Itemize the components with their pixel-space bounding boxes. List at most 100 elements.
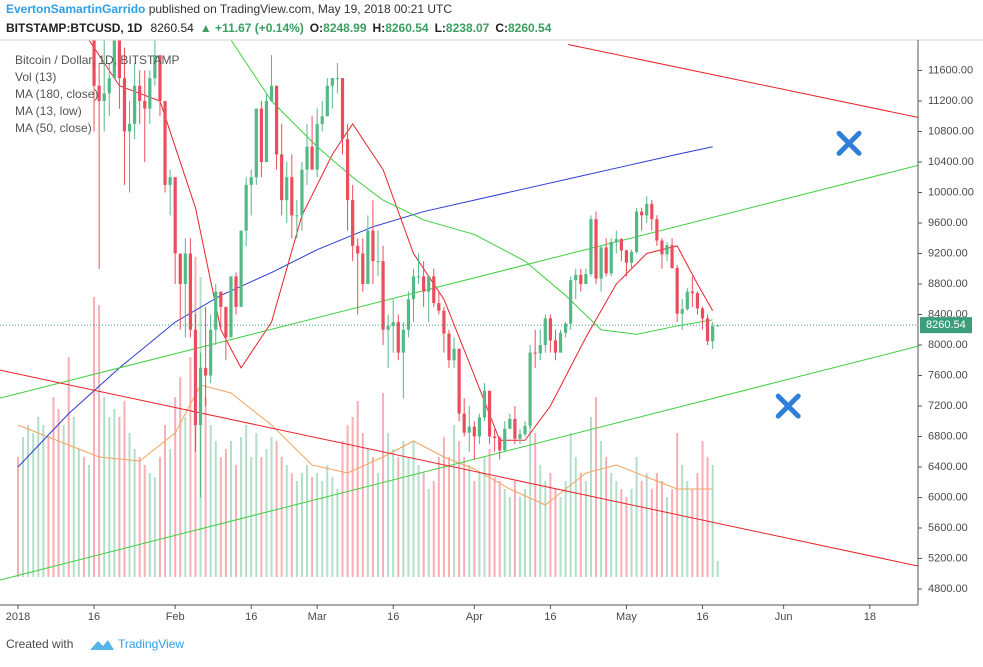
candle-body (660, 240, 664, 255)
candle-body (472, 426, 476, 437)
volume-bar (108, 417, 111, 577)
candle-body (133, 85, 137, 124)
volume-bar (660, 481, 663, 577)
volume-bar (103, 397, 106, 577)
volume-bar (544, 481, 547, 577)
volume-bar (473, 481, 476, 577)
x-tick-label: 16 (245, 611, 257, 623)
y-tick-label: 4800.00 (928, 583, 968, 595)
x-marker (836, 130, 862, 156)
candle-body (680, 309, 684, 314)
candle-body (285, 177, 289, 201)
candle-body (513, 418, 517, 439)
volume-bar (635, 457, 638, 577)
volume-bar (270, 437, 273, 577)
candle-body (634, 211, 639, 252)
volume-bar (118, 417, 121, 577)
candle-body (670, 245, 674, 268)
candle-body (92, 40, 96, 86)
y-tick-label: 5200.00 (928, 552, 968, 564)
volume-bar (336, 489, 339, 577)
candle-body (204, 367, 208, 376)
l-label: L: (435, 21, 446, 35)
candle-body (705, 318, 710, 342)
y-tick-label: 6000.00 (928, 491, 968, 503)
volume-bar (98, 305, 101, 577)
volume-bar (250, 457, 253, 577)
volume-bar (57, 409, 60, 577)
y-tick-label: 9600.00 (928, 217, 968, 229)
x-tick-label: Feb (166, 611, 185, 623)
x-tick-label: 16 (387, 611, 399, 623)
volume-bar (676, 433, 679, 577)
volume-bar (508, 497, 511, 577)
candle-body (244, 184, 248, 231)
price-tag (920, 317, 972, 334)
candle-body (619, 239, 623, 251)
author[interactable]: EvertonSamartinGarrido (6, 2, 145, 16)
candle-body (351, 200, 355, 246)
volume-bar (650, 489, 653, 577)
volume-bar (174, 397, 177, 577)
y-tick-label: 9200.00 (928, 247, 968, 259)
volume-bar (260, 457, 263, 577)
volume-bar (321, 481, 324, 577)
candle-body (148, 78, 152, 109)
price-tag-label: 8260.54 (926, 319, 966, 331)
candle-body (579, 274, 583, 284)
candle-body (280, 154, 284, 201)
volume-bar (412, 441, 415, 577)
volume-bar (407, 457, 410, 577)
candle-body (493, 436, 497, 439)
candle-body (665, 245, 669, 255)
o-label: O: (310, 21, 323, 35)
candle-body (300, 169, 304, 216)
o-value: 8248.99 (323, 21, 367, 35)
footer-brand[interactable]: TradingView (118, 637, 184, 651)
volume-bar (179, 377, 182, 577)
quote-line: BITSTAMP:BTCUSD, 1D 8260.54 ▲ +11.67 (+0.1… (6, 21, 552, 35)
candle-body (406, 299, 411, 330)
x-tick-label: 16 (696, 611, 708, 623)
candle-body (503, 428, 507, 451)
volume-bar (77, 449, 80, 577)
volume-bar (295, 481, 298, 577)
candle-body (624, 250, 629, 263)
c-value: 8260.54 (508, 21, 552, 35)
volume-bar (503, 489, 506, 577)
candle-body (640, 211, 644, 216)
volume-bar (311, 477, 314, 577)
candle-body (112, 40, 116, 79)
h-label: H: (373, 21, 386, 35)
volume-bar (300, 473, 303, 577)
volume-bar (447, 457, 450, 577)
indicator-line (0, 345, 918, 581)
volume-bar (392, 449, 395, 577)
volume-bar (549, 473, 552, 577)
volume-bar (402, 441, 405, 577)
volume-bar (113, 409, 116, 577)
candle-body (254, 108, 258, 178)
footer (0, 630, 983, 662)
volume-bar (706, 457, 709, 577)
candle-body (523, 425, 527, 435)
y-tick-label: 6400.00 (928, 461, 968, 473)
volume-bar (630, 489, 633, 577)
volume-bar (204, 397, 207, 577)
x-tick-label: May (616, 611, 637, 623)
volume-bar (605, 457, 608, 577)
volume-bar (442, 437, 445, 577)
y-tick-label: 8000.00 (928, 339, 968, 351)
candle-body (178, 253, 182, 284)
volume-bar (82, 457, 85, 577)
volume-bar (306, 465, 309, 577)
x-tick-label: Jun (775, 611, 793, 623)
candle-body (158, 55, 162, 101)
volume-bar (579, 473, 582, 577)
volume-bar (316, 473, 319, 577)
candle-body (366, 230, 370, 284)
volume-bar (214, 441, 217, 577)
candle-body (548, 318, 552, 341)
volume-bar (488, 449, 491, 577)
volume-bar (158, 457, 161, 577)
